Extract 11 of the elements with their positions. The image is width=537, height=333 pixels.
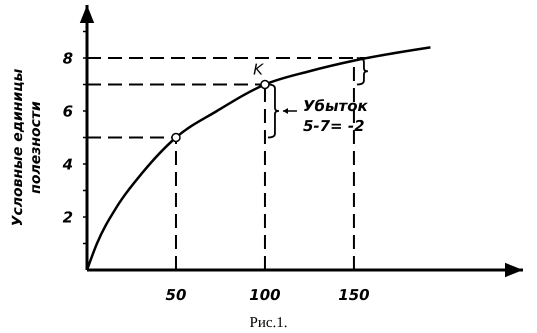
y-tick-label: 2 xyxy=(62,208,73,226)
annotation: K xyxy=(253,60,264,78)
y-tick-label: 6 xyxy=(62,102,73,120)
x-tick-label: 50 xyxy=(166,286,186,304)
y-axis-title: Условные единицы полезности xyxy=(10,68,44,226)
y-tick-label: 4 xyxy=(62,155,73,174)
x-tick-label: 150 xyxy=(338,286,370,304)
text: Рис.1. xyxy=(249,315,288,331)
annotation: Убыток 5-7= -2 xyxy=(302,97,369,135)
y-tick-label: 8 xyxy=(62,49,73,68)
x-tick-label: 100 xyxy=(249,286,281,304)
